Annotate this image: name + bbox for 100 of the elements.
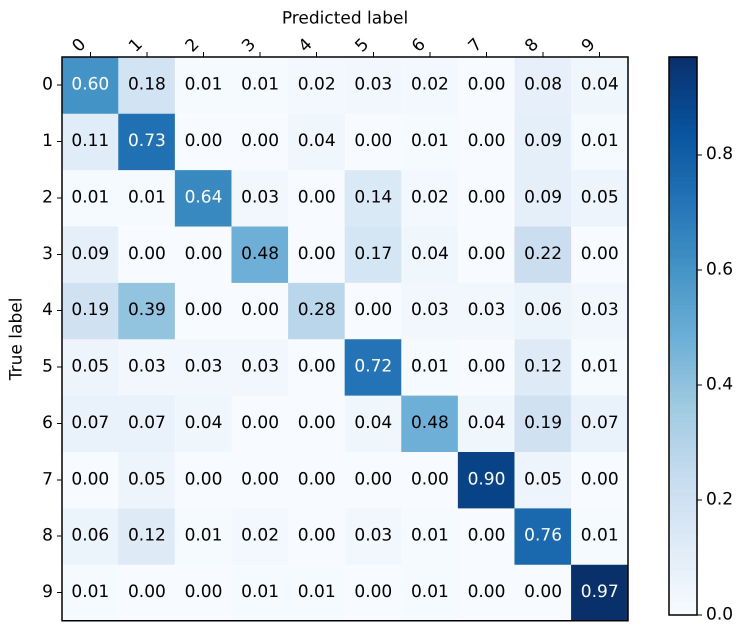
data-label: 0.64 (184, 187, 222, 208)
data-label: 0.00 (241, 412, 280, 433)
y-tick-label: 4 (42, 300, 53, 320)
data-label: 0.00 (468, 526, 506, 546)
y-tick-label: 3 (42, 244, 53, 264)
data-label: 0.00 (128, 244, 166, 264)
data-label: 0.01 (184, 74, 222, 95)
data-label: 0.09 (71, 244, 110, 264)
data-label: 0.04 (410, 244, 449, 264)
data-label: 0.01 (410, 526, 449, 546)
data-label: 0.01 (298, 582, 336, 602)
data-label: 0.03 (468, 300, 506, 320)
data-label: 0.60 (71, 74, 110, 95)
data-label: 0.03 (354, 526, 392, 546)
data-label: 0.09 (524, 130, 562, 151)
data-label: 0.04 (184, 412, 222, 433)
data-label: 0.00 (298, 526, 336, 546)
data-label: 0.04 (468, 412, 506, 433)
data-label: 0.00 (298, 187, 336, 208)
y-tick-label: 2 (42, 187, 53, 208)
data-label: 0.03 (410, 300, 449, 320)
data-label: 0.39 (128, 300, 166, 320)
data-label: 0.07 (128, 412, 166, 433)
color-bar-label: 0.0 (706, 604, 734, 624)
data-label: 0.03 (241, 356, 280, 377)
data-label: 0.73 (128, 130, 166, 151)
y-tick-label: 7 (42, 469, 53, 490)
data-label: 0.00 (184, 244, 222, 264)
data-label: 0.48 (241, 244, 280, 264)
data-label: 0.02 (410, 187, 449, 208)
data-label: 0.02 (241, 526, 280, 546)
data-label: 0.14 (354, 187, 392, 208)
data-label: 0.05 (71, 356, 110, 377)
x-tick-label: 6 (408, 34, 430, 56)
data-label: 0.28 (298, 300, 336, 320)
data-label: 0.06 (71, 526, 110, 546)
data-label: 0.00 (298, 412, 336, 433)
data-label: 0.07 (580, 412, 619, 433)
x-tick-label: 7 (464, 34, 486, 56)
data-label: 0.00 (410, 469, 449, 490)
data-label: 0.00 (468, 74, 506, 95)
data-label: 0.00 (298, 356, 336, 377)
data-label: 0.01 (580, 526, 619, 546)
data-label: 0.00 (354, 469, 392, 490)
data-label: 0.00 (184, 469, 222, 490)
data-label: 0.07 (71, 412, 110, 433)
data-label: 0.00 (354, 300, 392, 320)
data-label: 0.90 (468, 469, 506, 490)
color-bar-label: 0.6 (706, 259, 734, 280)
data-label: 0.00 (184, 130, 222, 151)
x-tick-label: 8 (521, 34, 543, 56)
data-label: 0.00 (354, 582, 392, 602)
data-label: 0.04 (354, 412, 392, 433)
y-tick-label: 0 (42, 74, 53, 95)
data-label: 0.00 (298, 244, 336, 264)
data-label: 0.05 (128, 469, 166, 490)
data-label: 0.04 (580, 74, 619, 95)
data-label: 0.18 (128, 74, 166, 95)
data-label: 0.05 (524, 469, 562, 490)
x-tick-label: 5 (351, 34, 374, 56)
data-label: 0.00 (71, 469, 110, 490)
data-label: 0.97 (580, 582, 619, 602)
data-label: 0.03 (580, 300, 619, 320)
data-label: 0.00 (241, 300, 280, 320)
data-label: 0.02 (298, 74, 336, 95)
y-axis-title: True label (6, 298, 27, 382)
x-tick-label: 0 (68, 34, 90, 56)
data-label: 0.19 (71, 300, 110, 320)
data-label: 0.00 (468, 244, 506, 264)
data-label: 0.01 (580, 356, 619, 377)
data-label: 0.00 (298, 469, 336, 490)
data-label: 0.01 (410, 582, 449, 602)
data-label: 0.01 (71, 187, 110, 208)
data-label: 0.00 (580, 244, 619, 264)
data-label: 0.02 (410, 74, 449, 95)
data-label: 0.01 (580, 130, 619, 151)
data-label: 0.11 (71, 130, 110, 151)
x-tick-label: 4 (294, 34, 317, 56)
x-tick-label: 2 (182, 34, 204, 56)
y-tick-label: 5 (42, 356, 53, 377)
data-label: 0.01 (128, 187, 166, 208)
data-label: 0.12 (524, 356, 562, 377)
data-label: 0.01 (241, 582, 280, 602)
data-label: 0.22 (524, 244, 562, 264)
data-label: 0.03 (241, 187, 280, 208)
data-label: 0.00 (580, 469, 619, 490)
data-label: 0.03 (184, 356, 222, 377)
data-label: 0.00 (184, 582, 222, 602)
data-label: 0.17 (354, 244, 392, 264)
y-tick-label: 1 (42, 130, 53, 151)
data-label: 0.76 (524, 526, 562, 546)
x-tick-label: 1 (124, 34, 147, 56)
data-label: 0.12 (128, 526, 166, 546)
data-label: 0.06 (524, 300, 562, 320)
data-label: 0.04 (298, 130, 336, 151)
x-tick-label: 9 (578, 34, 600, 56)
color-bar-label: 0.2 (706, 489, 734, 510)
data-label: 0.00 (128, 582, 166, 602)
data-label: 0.03 (128, 356, 166, 377)
data-label: 0.01 (410, 356, 449, 377)
